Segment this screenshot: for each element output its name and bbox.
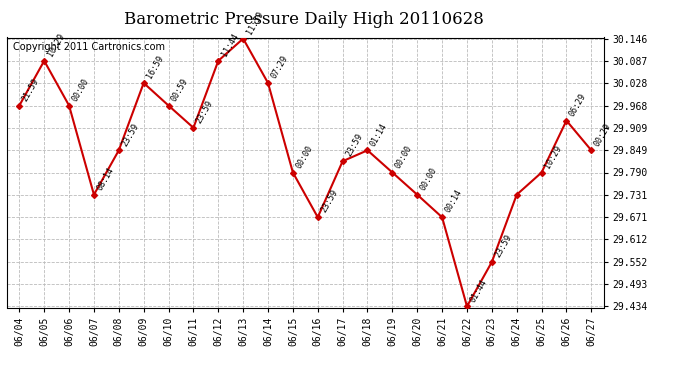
Text: 00:00: 00:00 [419,166,439,192]
Text: 08:14: 08:14 [95,166,116,192]
Text: 21:59: 21:59 [21,76,41,103]
Text: 00:14: 00:14 [444,188,464,214]
Text: 23:59: 23:59 [195,99,215,125]
Text: 01:44: 01:44 [469,278,489,304]
Text: 07:29: 07:29 [269,54,290,80]
Text: Barometric Pressure Daily High 20110628: Barometric Pressure Daily High 20110628 [124,11,484,28]
Text: 16:59: 16:59 [145,54,166,80]
Text: 01:14: 01:14 [369,122,389,147]
Text: 10:29: 10:29 [543,144,563,170]
Text: 23:59: 23:59 [344,132,364,159]
Text: 00:59: 00:59 [170,76,190,103]
Text: 00:29: 00:29 [593,122,613,147]
Text: 00:00: 00:00 [394,144,414,170]
Text: Copyright 2011 Cartronics.com: Copyright 2011 Cartronics.com [13,42,165,51]
Text: 23:59: 23:59 [493,233,513,259]
Text: 00:00: 00:00 [70,76,91,103]
Text: 11:59: 11:59 [244,10,265,36]
Text: 23:59: 23:59 [120,122,141,147]
Text: 11:44: 11:44 [219,32,240,58]
Text: 23:59: 23:59 [319,188,339,214]
Text: 00:00: 00:00 [294,144,315,170]
Text: 06:29: 06:29 [568,92,588,118]
Text: 10:29: 10:29 [46,32,66,58]
